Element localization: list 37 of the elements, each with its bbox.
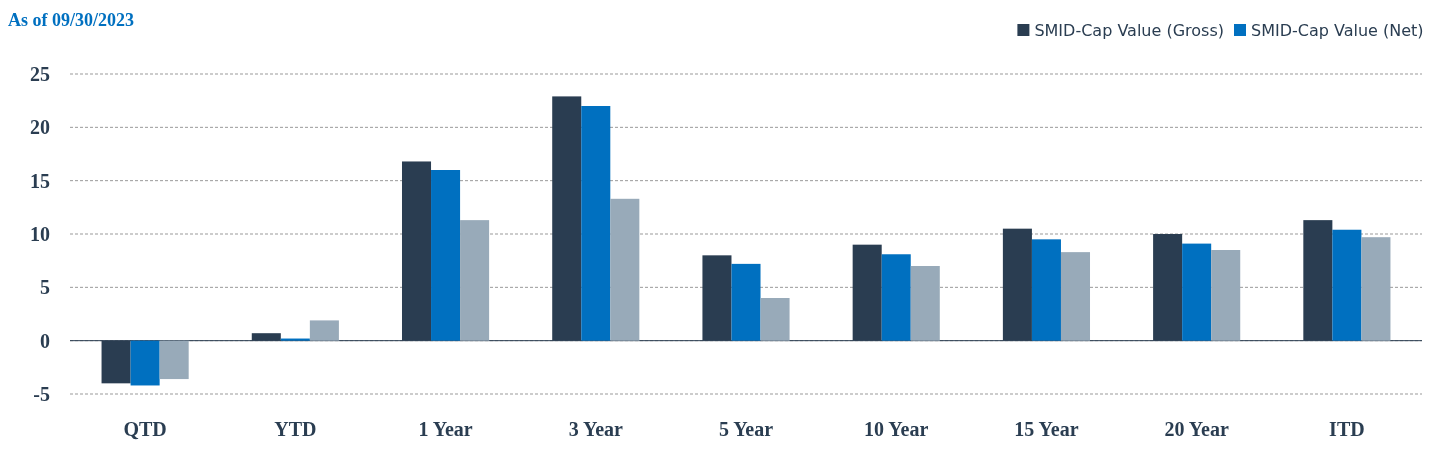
bar: [1031, 239, 1061, 341]
bar: [159, 340, 189, 380]
legend-label: SMID-Cap Value (Gross): [1034, 21, 1224, 40]
bar: [760, 298, 790, 341]
bar: [431, 170, 461, 341]
y-tick-label: 15: [30, 169, 50, 192]
x-tick-label: 20 Year: [1164, 418, 1229, 440]
bar: [1332, 229, 1362, 341]
x-tick-label: 1 Year: [418, 418, 473, 440]
bar: [731, 263, 761, 341]
x-tick-label: 15 Year: [1014, 418, 1079, 440]
y-tick-label: 0: [40, 329, 50, 352]
bar: [280, 338, 310, 341]
y-tick-label: 20: [30, 116, 50, 139]
bar: [460, 220, 490, 341]
bar: [610, 198, 640, 341]
x-tick-label: ITD: [1329, 418, 1365, 440]
x-tick-label: 3 Year: [568, 418, 624, 440]
bar: [1182, 243, 1212, 341]
x-tick-label: 10 Year: [864, 418, 929, 440]
bar: [1060, 252, 1091, 341]
bar: [309, 320, 339, 341]
y-tick-label: 5: [40, 276, 50, 299]
y-tick-label: 10: [30, 223, 50, 245]
bar: [581, 106, 611, 341]
y-tick-label: 25: [30, 63, 50, 85]
x-tick-label: QTD: [123, 418, 167, 440]
bar: [1361, 237, 1391, 341]
x-tick-label: 5 Year: [718, 418, 774, 440]
bar: [130, 340, 160, 386]
bar: [910, 266, 940, 341]
y-tick-label: -5: [33, 383, 50, 405]
bar: [1211, 250, 1241, 341]
chart-title: As of 09/30/2023: [8, 10, 134, 30]
legend-label: SMID-Cap Value (Net): [1251, 21, 1424, 40]
bar: [881, 254, 911, 341]
x-tick-label: YTD: [274, 418, 317, 440]
